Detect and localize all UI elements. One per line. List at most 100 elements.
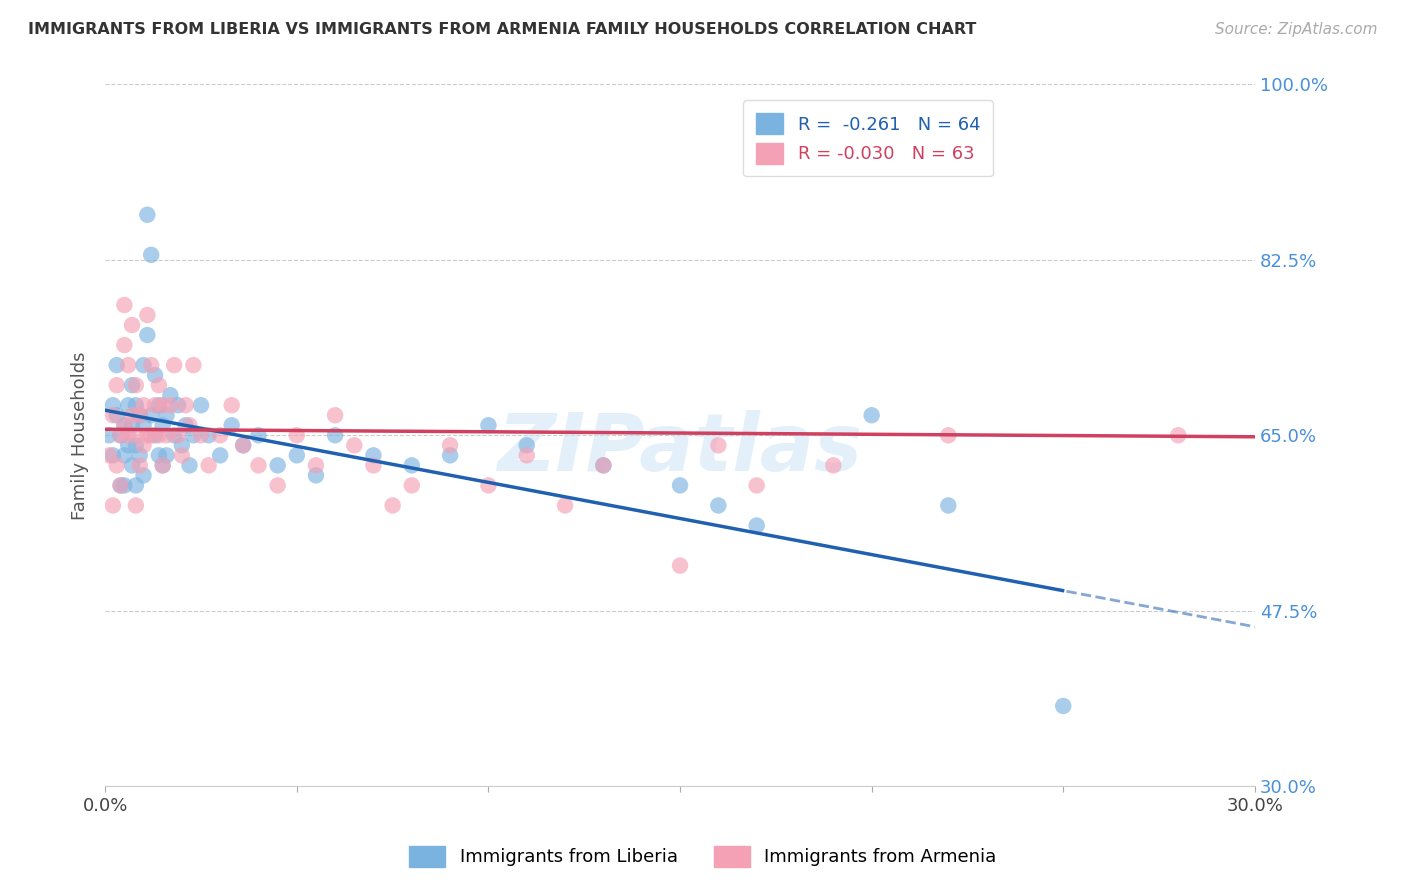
Point <box>516 438 538 452</box>
Point <box>167 398 190 412</box>
Text: IMMIGRANTS FROM LIBERIA VS IMMIGRANTS FROM ARMENIA FAMILY HOUSEHOLDS CORRELATION: IMMIGRANTS FROM LIBERIA VS IMMIGRANTS FR… <box>28 22 977 37</box>
Point <box>136 328 159 343</box>
Point <box>516 448 538 462</box>
Text: ZIPatlas: ZIPatlas <box>498 410 862 488</box>
Point <box>112 418 135 433</box>
Point <box>136 308 159 322</box>
Point <box>669 478 692 492</box>
Point <box>860 409 883 423</box>
Point <box>197 428 219 442</box>
Point <box>247 428 270 442</box>
Point <box>190 398 212 412</box>
Point <box>112 448 135 462</box>
Point <box>439 448 461 462</box>
Point <box>112 298 135 312</box>
Point <box>401 478 423 492</box>
Point <box>1167 428 1189 442</box>
Point <box>132 438 155 452</box>
Point <box>141 428 163 442</box>
Point <box>148 428 170 442</box>
Point <box>121 458 143 473</box>
Point <box>174 418 197 433</box>
Point <box>266 458 288 473</box>
Point <box>128 409 150 423</box>
Point <box>363 458 385 473</box>
Point <box>152 458 174 473</box>
Point <box>179 458 201 473</box>
Point <box>105 409 128 423</box>
Point <box>125 378 148 392</box>
Point <box>401 458 423 473</box>
Point <box>221 398 243 412</box>
Point <box>132 358 155 372</box>
Point <box>155 409 177 423</box>
Point <box>101 398 124 412</box>
Point <box>266 478 288 492</box>
Point <box>98 428 121 442</box>
Point <box>101 499 124 513</box>
Point <box>209 448 232 462</box>
Point <box>477 478 499 492</box>
Point <box>101 409 124 423</box>
Point <box>128 448 150 462</box>
Point <box>143 428 166 442</box>
Point <box>381 499 404 513</box>
Point <box>554 499 576 513</box>
Point <box>323 409 346 423</box>
Point <box>936 428 959 442</box>
Point <box>112 418 135 433</box>
Point <box>121 318 143 332</box>
Point <box>190 428 212 442</box>
Point <box>112 338 135 352</box>
Point <box>592 458 614 473</box>
Point <box>105 358 128 372</box>
Point <box>221 418 243 433</box>
Point <box>343 438 366 452</box>
Point <box>745 518 768 533</box>
Point <box>477 418 499 433</box>
Point <box>132 468 155 483</box>
Point <box>105 378 128 392</box>
Point <box>183 358 205 372</box>
Point <box>155 448 177 462</box>
Point <box>110 428 132 442</box>
Point <box>209 428 232 442</box>
Point <box>323 428 346 442</box>
Point <box>163 358 186 372</box>
Point <box>285 448 308 462</box>
Point <box>125 428 148 442</box>
Point <box>132 418 155 433</box>
Point <box>117 398 139 412</box>
Point <box>121 418 143 433</box>
Point <box>232 438 254 452</box>
Point <box>128 458 150 473</box>
Point <box>155 428 177 442</box>
Text: Source: ZipAtlas.com: Source: ZipAtlas.com <box>1215 22 1378 37</box>
Point <box>285 428 308 442</box>
Point <box>141 409 163 423</box>
Point <box>128 409 150 423</box>
Point <box>197 458 219 473</box>
Point <box>143 368 166 383</box>
Point <box>101 448 124 462</box>
Point <box>125 438 148 452</box>
Point <box>745 478 768 492</box>
Point <box>170 448 193 462</box>
Point <box>247 458 270 473</box>
Point <box>232 438 254 452</box>
Point <box>183 428 205 442</box>
Legend: R =  -0.261   N = 64, R = -0.030   N = 63: R = -0.261 N = 64, R = -0.030 N = 63 <box>744 101 993 177</box>
Point <box>105 458 128 473</box>
Point <box>152 458 174 473</box>
Point <box>117 438 139 452</box>
Point <box>117 358 139 372</box>
Point <box>125 478 148 492</box>
Point <box>152 398 174 412</box>
Point <box>132 398 155 412</box>
Point <box>148 378 170 392</box>
Point <box>439 438 461 452</box>
Point <box>110 478 132 492</box>
Point <box>707 438 730 452</box>
Point <box>125 499 148 513</box>
Point <box>163 428 186 442</box>
